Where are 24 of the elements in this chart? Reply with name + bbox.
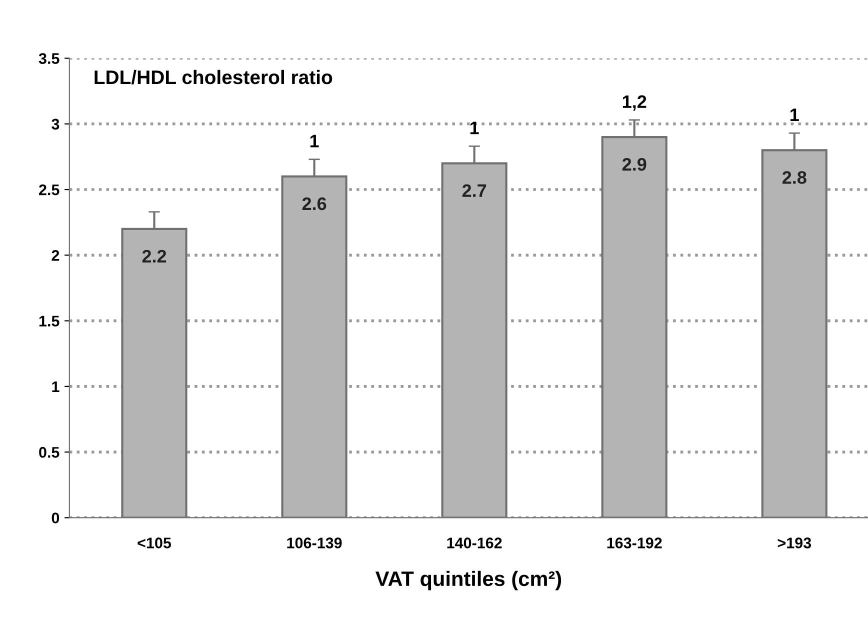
- data-label: 2.2: [142, 250, 166, 262]
- y-tick-label: 2: [52, 250, 60, 261]
- x-tick-label: <105: [138, 538, 172, 548]
- x-axis-title: VAT quintiles (cm²): [375, 570, 562, 590]
- y-tick-label: 1.5: [39, 316, 60, 326]
- data-label: 2.6: [302, 197, 326, 210]
- annotation: 1: [310, 134, 319, 148]
- x-tick-label: 163-192: [607, 538, 662, 548]
- data-label: 2.7: [462, 184, 486, 197]
- data-label: 2.8: [782, 171, 806, 184]
- y-tick-label: 0.5: [39, 446, 60, 458]
- x-tick-label: 140-162: [447, 538, 502, 548]
- chart-title: LDL/HDL cholesterol ratio: [94, 70, 332, 84]
- y-tick-label: 0: [52, 512, 60, 524]
- annotation: 1: [470, 122, 479, 134]
- y-tick-label: 1: [52, 381, 60, 392]
- y-tick-label: 2.5: [39, 184, 60, 196]
- x-tick-label: 106-139: [287, 538, 342, 548]
- y-tick-label: 3: [52, 118, 60, 130]
- data-label: 2.9: [622, 158, 646, 171]
- annotation: 1,2: [622, 95, 646, 111]
- annotation: 1: [790, 108, 799, 122]
- x-tick-label: >193: [778, 538, 812, 548]
- y-tick-label: 3.5: [38, 53, 60, 64]
